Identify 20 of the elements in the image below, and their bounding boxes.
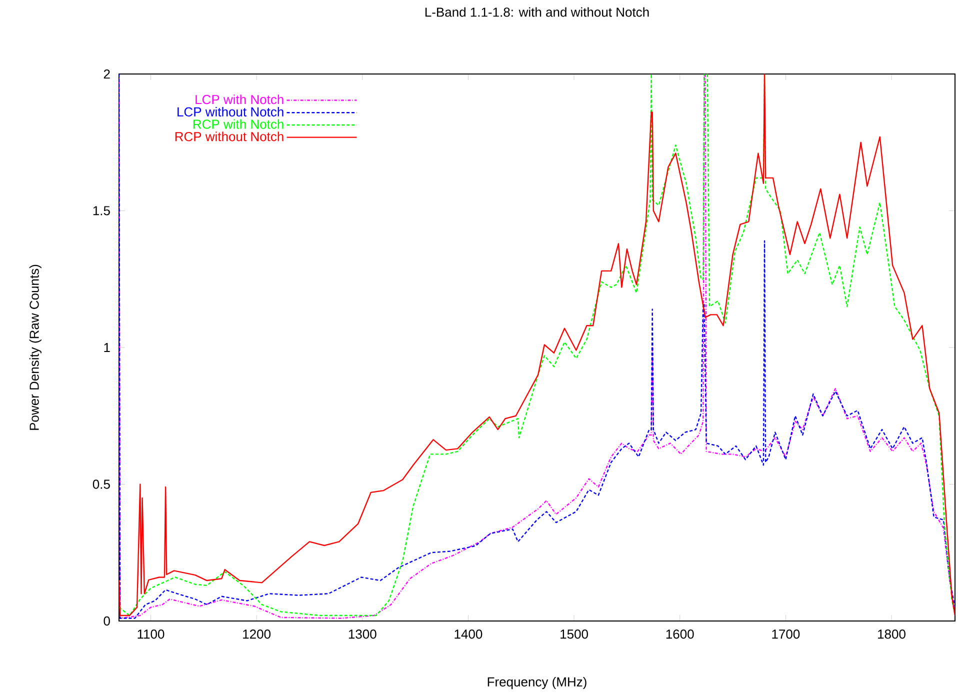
x-tick-label: 1500 [560, 630, 588, 639]
y-tick-label: 0.5 [92, 480, 110, 489]
y-tick-label: 1.5 [93, 206, 110, 216]
y-tick-label: 2 [104, 69, 110, 79]
x-tick-label: 1100 [138, 630, 164, 639]
y-axis-title: Power Density (Raw Counts) [29, 264, 42, 430]
x-tick-label: 1700 [772, 630, 800, 639]
text: RCP with Notch [193, 119, 284, 129]
x-tick-label: 1400 [454, 630, 482, 639]
x-tick-label: 1300 [348, 630, 376, 639]
y-tick-label: 1 [104, 343, 110, 352]
x-tick-label: 1600 [666, 630, 694, 639]
x-tick-label: 1200 [243, 630, 271, 639]
chart-title: L-Band 1.1-1.8: with and without Notch [425, 7, 649, 17]
text: LCP with Notch [196, 94, 284, 104]
x-axis-title: Frequency (MHz) [488, 676, 586, 690]
text: RCP without Notch [175, 132, 284, 142]
text: LCP without Notch [178, 106, 284, 116]
x-tick-label: 1800 [878, 630, 906, 639]
y-tick-label: 0 [104, 616, 110, 626]
